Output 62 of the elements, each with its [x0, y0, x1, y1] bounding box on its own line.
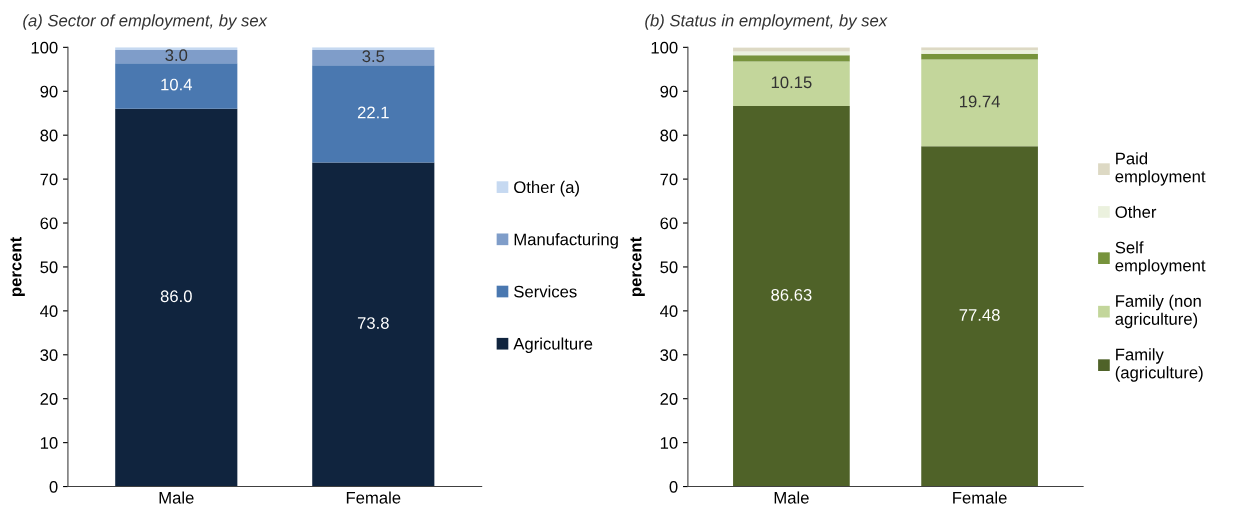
y-tick-label: 40 — [660, 305, 678, 318]
bar — [115, 108, 238, 487]
y-tick-label: 90 — [660, 85, 678, 98]
y-tick-label: 100 — [651, 41, 678, 54]
bar — [733, 51, 850, 56]
chart-title: (b) Status in employment, by sex — [645, 14, 888, 30]
legend-label: Family (non agriculture) — [1115, 294, 1201, 329]
bar — [733, 55, 850, 62]
y-tick-label: 20 — [40, 393, 58, 405]
legend-label: Services — [514, 285, 577, 298]
legend-label: Other (a) — [514, 180, 579, 197]
bar — [115, 49, 238, 64]
data-label: 3.0 — [165, 49, 188, 62]
bar — [115, 63, 238, 109]
bar — [733, 61, 850, 107]
legend-label: Paid employment — [1115, 152, 1206, 186]
y-tick-label: 80 — [40, 129, 58, 142]
y-tick-label: 80 — [660, 129, 678, 142]
bar — [312, 65, 435, 163]
bar — [921, 59, 1038, 147]
legend-label: Self employment — [1115, 241, 1206, 275]
y-tick-label: 0 — [669, 480, 678, 493]
x-tick-label: Male — [774, 491, 809, 504]
legend-label: Manufacturing — [514, 233, 618, 249]
bar — [733, 106, 850, 487]
y-tick-label: 10 — [40, 437, 58, 449]
y-tick-label: 30 — [40, 349, 58, 361]
y-tick-label: 70 — [40, 173, 58, 186]
y-tick-label: 60 — [40, 217, 58, 230]
y-tick-label: 70 — [660, 173, 678, 186]
y-tick-label: 60 — [660, 217, 678, 230]
y-tick-label: 40 — [40, 305, 58, 318]
data-label: 86.63 — [771, 288, 812, 301]
bar — [312, 49, 435, 66]
y-axis-title: percent — [630, 237, 645, 296]
data-label: 22.1 — [357, 106, 389, 119]
data-label: 19.74 — [960, 95, 1000, 108]
y-tick-label: 90 — [40, 85, 58, 98]
legend-label: Agriculture — [513, 337, 593, 354]
bar — [921, 146, 1038, 487]
data-label: 86.0 — [160, 290, 192, 303]
chart-title: (a) Sector of employment, by sex — [23, 14, 268, 30]
legend-label: Other — [1115, 205, 1157, 218]
bar — [312, 162, 435, 487]
y-tick-label: 20 — [660, 393, 678, 405]
data-label: 3.5 — [362, 50, 385, 63]
x-tick-label: Female — [953, 491, 1007, 504]
y-tick-label: 50 — [660, 261, 678, 274]
x-tick-label: Male — [159, 491, 194, 504]
y-tick-label: 30 — [660, 349, 678, 361]
y-tick-label: 100 — [31, 41, 58, 54]
x-tick-label: Female — [346, 491, 401, 504]
y-tick-label: 0 — [49, 480, 58, 493]
bar — [921, 53, 1038, 60]
y-tick-label: 10 — [660, 437, 678, 449]
y-axis-title: percent — [10, 237, 25, 296]
data-label: 77.48 — [959, 309, 1000, 321]
y-tick-label: 50 — [40, 261, 58, 274]
data-label: 10.15 — [771, 76, 812, 89]
data-label: 10.4 — [161, 78, 193, 91]
legend-label: Family (agriculture) — [1115, 348, 1203, 382]
data-label: 73.8 — [357, 317, 389, 329]
